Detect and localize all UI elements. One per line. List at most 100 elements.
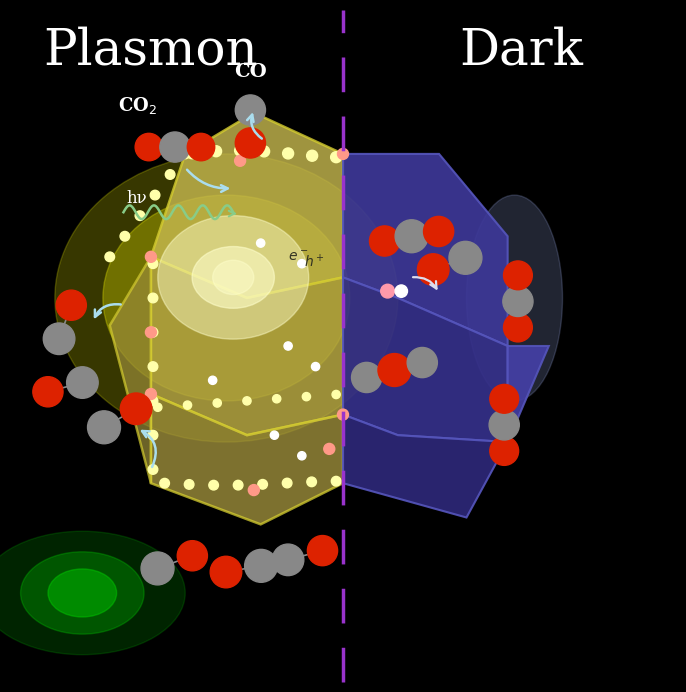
Circle shape bbox=[209, 480, 218, 490]
Circle shape bbox=[43, 323, 75, 354]
Circle shape bbox=[88, 411, 121, 444]
Circle shape bbox=[272, 544, 304, 576]
Circle shape bbox=[307, 150, 318, 161]
Circle shape bbox=[395, 285, 407, 298]
Circle shape bbox=[148, 362, 158, 372]
Ellipse shape bbox=[55, 154, 398, 442]
Polygon shape bbox=[343, 154, 508, 346]
Circle shape bbox=[370, 226, 400, 256]
Ellipse shape bbox=[158, 216, 309, 339]
Circle shape bbox=[235, 155, 246, 166]
Circle shape bbox=[145, 327, 156, 338]
Ellipse shape bbox=[103, 195, 350, 401]
Text: CO: CO bbox=[234, 62, 267, 80]
Ellipse shape bbox=[48, 569, 117, 617]
Circle shape bbox=[378, 354, 411, 386]
Circle shape bbox=[177, 540, 207, 571]
Circle shape bbox=[180, 149, 190, 158]
Circle shape bbox=[235, 145, 246, 156]
Circle shape bbox=[257, 239, 265, 247]
Circle shape bbox=[449, 242, 482, 274]
Circle shape bbox=[33, 376, 63, 407]
Text: CO$_2$: CO$_2$ bbox=[118, 95, 156, 116]
Circle shape bbox=[211, 146, 222, 156]
Circle shape bbox=[504, 261, 532, 290]
Circle shape bbox=[135, 134, 163, 161]
Circle shape bbox=[185, 480, 194, 489]
Circle shape bbox=[284, 342, 292, 350]
FancyArrowPatch shape bbox=[187, 170, 228, 192]
Polygon shape bbox=[151, 113, 343, 298]
FancyArrowPatch shape bbox=[95, 304, 121, 317]
Circle shape bbox=[145, 388, 156, 399]
Ellipse shape bbox=[192, 246, 274, 308]
Text: Plasmon: Plasmon bbox=[44, 26, 258, 75]
Circle shape bbox=[148, 465, 158, 474]
Text: Dark: Dark bbox=[460, 26, 583, 75]
Circle shape bbox=[150, 190, 160, 200]
Circle shape bbox=[141, 552, 174, 585]
Circle shape bbox=[160, 132, 190, 162]
Circle shape bbox=[165, 170, 175, 179]
Ellipse shape bbox=[466, 195, 563, 401]
Circle shape bbox=[490, 385, 519, 413]
Circle shape bbox=[298, 452, 306, 460]
Circle shape bbox=[67, 367, 98, 399]
Circle shape bbox=[183, 401, 191, 409]
Circle shape bbox=[272, 394, 281, 403]
Circle shape bbox=[307, 477, 316, 486]
Circle shape bbox=[148, 396, 158, 406]
Circle shape bbox=[154, 403, 162, 411]
Circle shape bbox=[56, 290, 86, 320]
Circle shape bbox=[135, 211, 145, 221]
Polygon shape bbox=[151, 394, 343, 525]
Circle shape bbox=[303, 392, 311, 401]
Text: $h^+$: $h^+$ bbox=[304, 253, 324, 271]
Circle shape bbox=[418, 254, 449, 285]
Circle shape bbox=[351, 363, 381, 392]
Circle shape bbox=[338, 409, 348, 420]
Circle shape bbox=[145, 251, 156, 262]
Circle shape bbox=[243, 397, 251, 405]
Circle shape bbox=[283, 478, 292, 488]
Circle shape bbox=[210, 556, 241, 588]
Circle shape bbox=[332, 390, 340, 399]
Circle shape bbox=[423, 217, 453, 246]
Text: $e^-$: $e^-$ bbox=[288, 250, 309, 264]
Circle shape bbox=[311, 363, 320, 371]
FancyArrowPatch shape bbox=[247, 115, 262, 138]
Ellipse shape bbox=[0, 531, 185, 655]
Circle shape bbox=[187, 134, 215, 161]
Circle shape bbox=[235, 128, 265, 158]
Circle shape bbox=[331, 152, 342, 163]
Circle shape bbox=[283, 148, 294, 159]
Circle shape bbox=[233, 480, 243, 490]
Circle shape bbox=[258, 480, 268, 489]
Text: hν: hν bbox=[127, 190, 147, 207]
Ellipse shape bbox=[213, 260, 254, 295]
Circle shape bbox=[235, 95, 265, 125]
Circle shape bbox=[120, 231, 130, 241]
Circle shape bbox=[324, 444, 335, 455]
Polygon shape bbox=[508, 346, 549, 442]
Circle shape bbox=[209, 376, 217, 385]
Polygon shape bbox=[110, 257, 151, 483]
Circle shape bbox=[307, 536, 338, 565]
Circle shape bbox=[148, 430, 158, 440]
Circle shape bbox=[490, 437, 519, 465]
Circle shape bbox=[245, 549, 278, 582]
Circle shape bbox=[187, 148, 198, 158]
FancyArrowPatch shape bbox=[142, 431, 156, 467]
Circle shape bbox=[489, 410, 519, 440]
Polygon shape bbox=[343, 415, 508, 518]
FancyArrowPatch shape bbox=[413, 277, 436, 289]
Circle shape bbox=[503, 286, 533, 316]
Circle shape bbox=[148, 327, 158, 337]
Circle shape bbox=[331, 476, 341, 486]
Circle shape bbox=[270, 431, 279, 439]
Circle shape bbox=[407, 347, 438, 378]
Circle shape bbox=[395, 220, 428, 253]
Circle shape bbox=[504, 313, 532, 342]
Ellipse shape bbox=[21, 552, 144, 634]
Circle shape bbox=[120, 393, 152, 425]
